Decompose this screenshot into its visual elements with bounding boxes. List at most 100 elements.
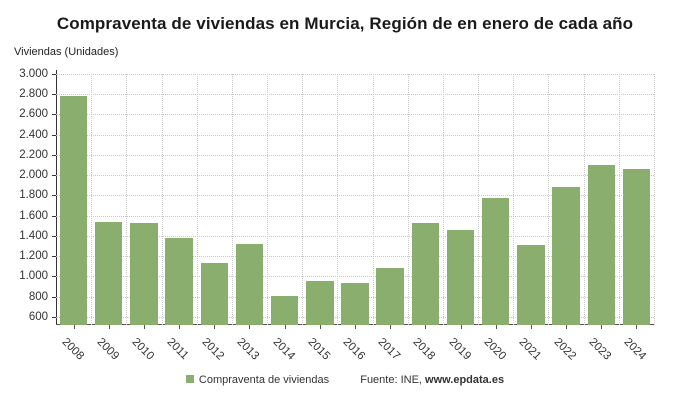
plot-area: 600 800 1.000 1.200 1.400 1.600 1.800 2.000 2.20… (19, 68, 655, 363)
x-tick (390, 325, 392, 329)
y-tick-label: 1.200 (19, 250, 48, 263)
x-tick-label: 2023 (586, 336, 614, 363)
h-gridline (56, 175, 654, 177)
y-tick-label: 2.800 (19, 88, 48, 101)
h-gridline (56, 74, 654, 75)
x-tick (108, 325, 110, 329)
x-tick (566, 325, 568, 329)
y-tick (52, 154, 56, 156)
y-tick-label: 2.200 (19, 148, 48, 161)
v-gridline (407, 74, 409, 325)
v-gridline (337, 74, 339, 325)
h-gridline (56, 114, 654, 116)
bar-2014 (270, 296, 299, 325)
x-tick (355, 325, 356, 329)
chart-title: Compraventa de viviendas en Murcia, Regi… (56, 14, 634, 33)
x-tick (636, 325, 638, 329)
h-gridline (56, 235, 654, 237)
x-tick (73, 325, 75, 329)
x-tick-label: 2012 (199, 336, 227, 363)
source-site: www.epdata.es (425, 374, 505, 386)
x-tick (179, 325, 181, 329)
y-axis-line (56, 70, 57, 325)
y-tick-label: 1.400 (19, 229, 48, 242)
bar-2017 (376, 268, 404, 325)
x-tick (249, 325, 251, 329)
x-tick-label: 2016 (340, 336, 368, 363)
y-tick-label: 3.000 (19, 68, 48, 80)
y-tick (52, 195, 56, 197)
v-gridline (231, 74, 233, 325)
source-text: Fuente: INE, www.epdata.es (360, 374, 504, 386)
y-tick-label: 1.600 (19, 209, 48, 222)
y-tick (52, 94, 56, 96)
bar-2020 (481, 197, 510, 325)
h-gridline (56, 154, 654, 156)
v-gridline (196, 74, 198, 325)
y-tick (52, 235, 56, 237)
x-tick (284, 325, 286, 329)
y-tick-label: 2.400 (19, 128, 48, 141)
y-tick (52, 296, 56, 298)
y-axis-label: Viviendas (Unidades) (14, 46, 119, 58)
v-gridline (161, 74, 163, 325)
h-gridline (56, 195, 654, 197)
bar-2008 (59, 96, 88, 325)
bar-2023 (587, 165, 615, 325)
y-tick-label: 1.800 (19, 189, 48, 202)
h-gridline (56, 256, 654, 258)
bar-2011 (165, 237, 193, 325)
x-tick (530, 325, 532, 329)
y-tick (52, 114, 56, 116)
x-tick-label: 2011 (164, 336, 191, 362)
h-gridline (56, 276, 654, 278)
bar-2016 (341, 283, 369, 325)
y-tick-label: 2.600 (19, 108, 48, 121)
x-tick (601, 325, 603, 329)
bar-2024 (622, 169, 651, 325)
x-tick-label: 2022 (551, 336, 579, 363)
x-tick-label: 2008 (59, 336, 86, 363)
source-prefix: Fuente: INE, (360, 374, 426, 386)
x-tick-label: 2009 (94, 336, 121, 363)
y-tick (52, 316, 56, 318)
legend-label: Compraventa de viviendas (198, 374, 330, 386)
x-tick-label: 2024 (621, 336, 649, 363)
y-tick (52, 134, 56, 136)
bar-2018 (411, 222, 440, 325)
x-tick (495, 325, 497, 329)
y-tick-label: 1.000 (19, 270, 48, 283)
bar-2015 (306, 281, 334, 325)
y-tick (52, 256, 56, 258)
v-gridline (91, 74, 93, 325)
legend: Compraventa de viviendas Fuente: INE, ww… (0, 374, 690, 386)
y-tick (52, 215, 56, 217)
y-tick-label: 800 (28, 290, 48, 303)
bar-2010 (130, 222, 158, 325)
y-tick (52, 175, 56, 177)
x-tick (460, 325, 462, 329)
bar-2019 (446, 229, 475, 325)
v-gridline (618, 74, 620, 325)
h-gridline (56, 134, 654, 136)
x-tick-label: 2014 (270, 336, 297, 363)
x-tick (425, 325, 427, 329)
y-tick-label: 600 (28, 310, 48, 323)
y-tick (52, 74, 56, 75)
x-tick-label: 2010 (129, 336, 157, 363)
legend-swatch (185, 375, 194, 383)
v-gridline (548, 74, 550, 325)
x-tick-label: 2013 (234, 336, 262, 363)
v-gridline (478, 74, 480, 325)
bar-2021 (517, 245, 545, 325)
x-tick (143, 325, 145, 329)
x-tick-label: 2020 (481, 336, 508, 363)
bar-2009 (95, 221, 123, 325)
y-tick (52, 276, 56, 278)
x-tick-label: 2015 (305, 336, 332, 363)
bar-2013 (235, 243, 264, 325)
bar-2022 (552, 187, 580, 325)
v-gridline (302, 74, 304, 325)
v-gridline (513, 74, 515, 325)
x-tick-label: 2017 (375, 336, 403, 363)
